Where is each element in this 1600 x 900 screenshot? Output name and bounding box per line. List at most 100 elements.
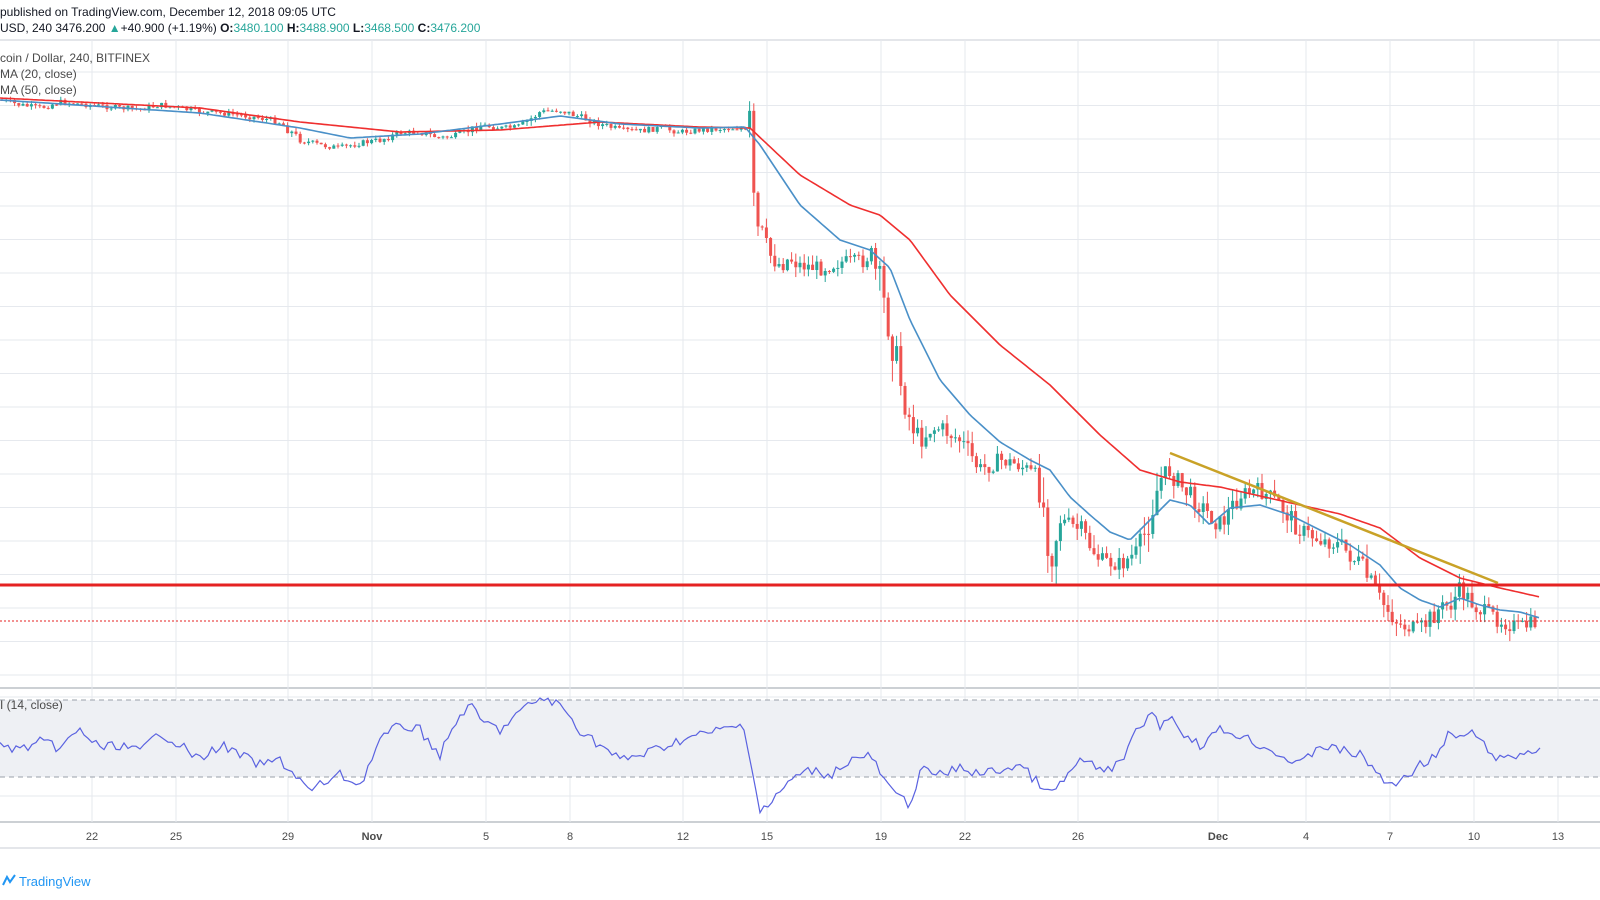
ohlc-line: USD, 240 3476.200 ▲+40.900 (+1.19%) O:34… [0, 21, 480, 35]
ma20-legend[interactable]: MA (20, close) [0, 67, 77, 81]
candle-body [752, 110, 756, 193]
tradingview-logo[interactable]: TradingView [2, 874, 91, 889]
chart-title: coin / Dollar, 240, BITFINEX [0, 51, 151, 65]
candle-body [634, 129, 638, 131]
candle-body [811, 264, 815, 271]
low-label: L: [352, 21, 365, 35]
candle-body [491, 127, 495, 130]
candle-body [1176, 473, 1180, 486]
candle-body [1520, 620, 1524, 622]
candle-body [668, 126, 672, 131]
candle-body [676, 132, 680, 134]
candle-body [806, 264, 810, 270]
candle-body [164, 102, 168, 108]
candle-body [189, 107, 193, 111]
candle-body [605, 123, 609, 125]
candle-body [340, 144, 344, 146]
rsi-band [0, 699, 1600, 778]
candle-body [1054, 541, 1058, 567]
candle-body [382, 139, 386, 142]
candle-body [739, 128, 743, 130]
candle-body [147, 105, 151, 111]
candle-body [790, 259, 794, 262]
candle-body [735, 129, 739, 131]
high-value: 3488.900 [299, 21, 350, 35]
candle-body [626, 127, 630, 130]
candle-body [1499, 624, 1503, 627]
candle-body [1436, 609, 1440, 624]
candle-body [609, 123, 613, 128]
candle-body [916, 427, 920, 434]
candle-body [1205, 503, 1209, 511]
candle-body [596, 120, 600, 127]
descending-trendline [1169, 451, 1499, 585]
candle-body [970, 443, 974, 457]
candle-body [248, 117, 252, 120]
candle-body [1483, 604, 1487, 615]
candle-body [714, 128, 718, 131]
candle-body [1378, 584, 1382, 593]
candle-body [869, 247, 873, 262]
candle-body [508, 125, 512, 128]
close-value: 3476.200 [430, 21, 481, 35]
candle-body [1168, 466, 1172, 477]
candle-body [836, 267, 840, 269]
candle-body [1533, 616, 1537, 628]
candle-body [832, 268, 836, 272]
candle-body [974, 456, 978, 468]
x-tick-label: 15 [761, 831, 773, 843]
candle-body [1189, 486, 1193, 496]
candle-body [1025, 465, 1029, 468]
ma50-legend[interactable]: MA (50, close) [0, 83, 77, 97]
high-label: H: [286, 21, 300, 35]
published-line: published on TradingView.com, December 1… [0, 5, 336, 19]
last-price: 3476.200 [55, 21, 106, 35]
candle-body [1239, 498, 1243, 509]
candle-body [1331, 547, 1335, 549]
x-tick-label: 13 [1552, 831, 1564, 843]
candle-body [718, 130, 722, 132]
candle-body [928, 433, 932, 438]
open-label: O: [220, 21, 234, 35]
candle-body [1264, 494, 1268, 499]
candle-body [315, 140, 319, 143]
candle-body [71, 103, 75, 105]
candle-body [1147, 533, 1151, 535]
candle-body [130, 105, 134, 109]
candle-body [958, 437, 962, 442]
indicator-lines [0, 97, 1600, 815]
candle-body [903, 385, 907, 415]
candle-body [983, 464, 987, 468]
rsi-legend[interactable]: I (14, close) [0, 698, 63, 712]
candle-body [882, 265, 886, 298]
candle-body [840, 261, 844, 268]
candle-body [1424, 620, 1428, 627]
candle-body [689, 132, 693, 134]
candle-body [827, 270, 831, 272]
candle-body [512, 125, 516, 128]
x-tick-label: 22 [86, 831, 98, 843]
candle-body [1352, 561, 1356, 563]
rsi-band-fill [0, 700, 1600, 777]
candle-body [59, 99, 63, 105]
candle-body [1428, 611, 1432, 627]
candle-body [844, 256, 848, 262]
candle-body [1478, 612, 1482, 615]
candle-body [441, 136, 445, 138]
candle-body [80, 103, 84, 105]
candle-body [332, 145, 336, 149]
candle-body [630, 129, 634, 131]
x-tick-label: 26 [1072, 831, 1084, 843]
candle-body [907, 414, 911, 418]
candle-body [1092, 548, 1096, 555]
candle-body [353, 145, 357, 147]
candle-body [323, 144, 327, 148]
candle-body [1130, 554, 1134, 559]
candle-body [256, 116, 260, 119]
candle-body [1457, 582, 1461, 597]
candle-body [710, 128, 714, 132]
candle-body [479, 125, 483, 131]
candle-body [785, 259, 789, 271]
candle-body [802, 262, 806, 270]
